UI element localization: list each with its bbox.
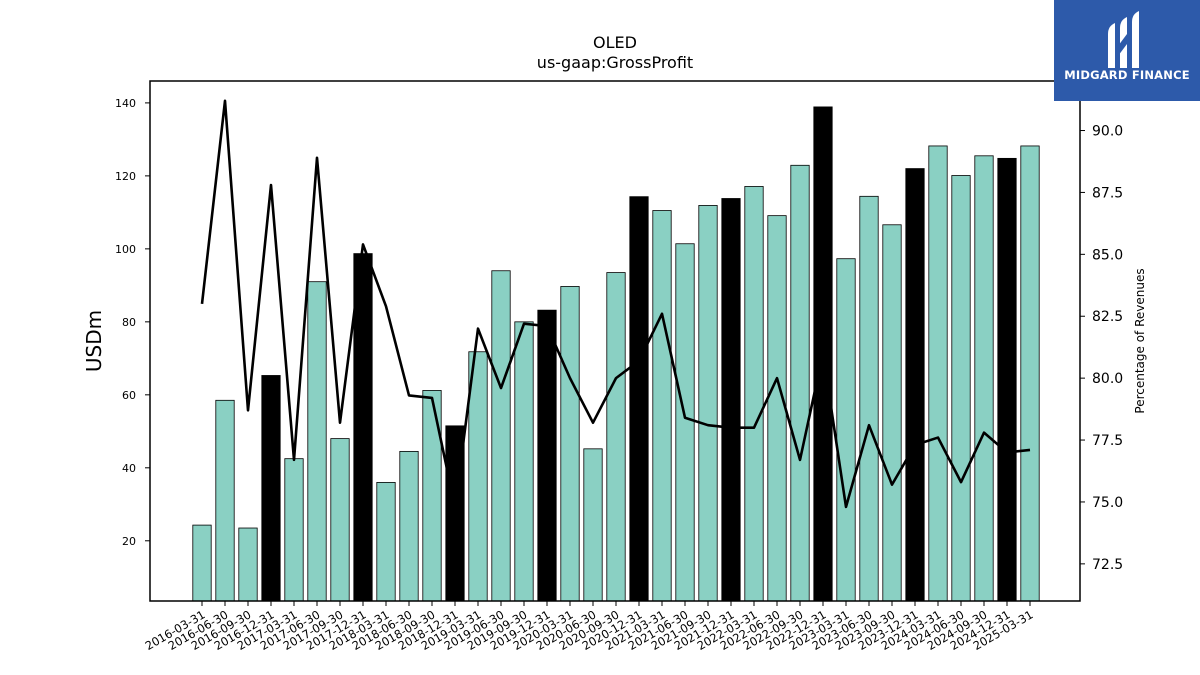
bar-2021-06-30	[675, 243, 695, 602]
bar-2022-03-31	[744, 186, 764, 602]
bar-2019-03-31	[468, 351, 488, 602]
y-tick-label: 120	[115, 170, 136, 183]
bar-2019-06-30	[491, 270, 511, 602]
y-axis-label: USDm	[82, 310, 106, 372]
bar-2023-12-31	[905, 168, 925, 602]
bar-2019-09-30	[514, 321, 534, 602]
bar-2023-09-30	[882, 224, 902, 602]
bar-2019-12-31	[537, 309, 557, 602]
y2-tick-label: 72.5	[1092, 557, 1123, 573]
bar-2017-09-30	[330, 438, 350, 602]
bar-2018-03-31	[376, 481, 396, 602]
bar-2017-12-31	[353, 253, 373, 602]
logo-text: MIDGARD FINANCE	[1064, 68, 1190, 82]
bar-2021-09-30	[698, 205, 718, 602]
plot-frame	[149, 80, 1081, 602]
y2-tick-label: 80.0	[1092, 371, 1123, 387]
bar-2022-06-30	[767, 215, 787, 602]
y2-tick-label: 77.5	[1092, 433, 1123, 449]
bar-2020-12-31	[629, 196, 649, 602]
y-tick-label: 80	[122, 316, 136, 329]
bar-2024-09-30	[974, 155, 994, 602]
bar-2018-09-30	[422, 390, 442, 602]
x-axis: 2016-03-312016-06-302016-09-302016-12-31…	[143, 601, 1036, 653]
bars-layer	[192, 106, 1040, 602]
y-tick-label: 60	[122, 389, 136, 402]
chart-title: OLED	[593, 33, 637, 52]
logo-mark-icon	[1108, 11, 1139, 68]
bar-2016-12-31	[261, 375, 281, 602]
left-axis: 20 40 60 80 100 120 140	[115, 97, 150, 548]
chart-subtitle: us-gaap:GrossProfit	[537, 53, 693, 72]
percentage-line	[200, 99, 1031, 509]
bar-2016-06-30	[215, 399, 235, 602]
bar-2020-09-30	[606, 272, 626, 602]
logo: MIDGARD FINANCE	[1054, 0, 1200, 101]
bar-2024-06-30	[951, 175, 971, 602]
y-tick-label: 40	[122, 462, 136, 475]
line-layer	[200, 99, 1031, 509]
bar-2017-03-31	[284, 458, 304, 602]
y2-tick-label: 85.0	[1092, 247, 1123, 263]
bar-2021-03-31	[652, 210, 672, 602]
bar-2021-12-31	[721, 198, 741, 602]
y-tick-label: 100	[115, 243, 136, 256]
bar-2024-03-31	[928, 145, 948, 602]
bar-2017-06-30	[307, 281, 327, 602]
bar-2023-03-31	[836, 258, 856, 602]
bar-2016-09-30	[238, 527, 258, 602]
bar-2020-06-30	[583, 448, 603, 602]
y2-tick-label: 75.0	[1092, 495, 1123, 511]
bar-2025-03-31	[1020, 145, 1040, 602]
y-tick-label: 20	[122, 535, 136, 548]
y2-tick-label: 90.0	[1092, 124, 1123, 140]
y2-tick-label: 87.5	[1092, 185, 1123, 201]
bar-2023-06-30	[859, 195, 879, 602]
right-axis: 72.5 75.0 77.5 80.0 82.5 85.0 87.5 90.0	[1080, 124, 1123, 573]
bar-2020-03-31	[560, 286, 580, 602]
y2-tick-label: 82.5	[1092, 309, 1123, 325]
bar-2022-09-30	[790, 164, 810, 602]
bar-2018-06-30	[399, 450, 419, 602]
bar-2024-12-31	[997, 157, 1017, 602]
y-tick-label: 140	[115, 97, 136, 110]
y2-axis-label: Percentage of Revenues	[1133, 268, 1147, 413]
bar-2016-03-31	[192, 524, 212, 602]
